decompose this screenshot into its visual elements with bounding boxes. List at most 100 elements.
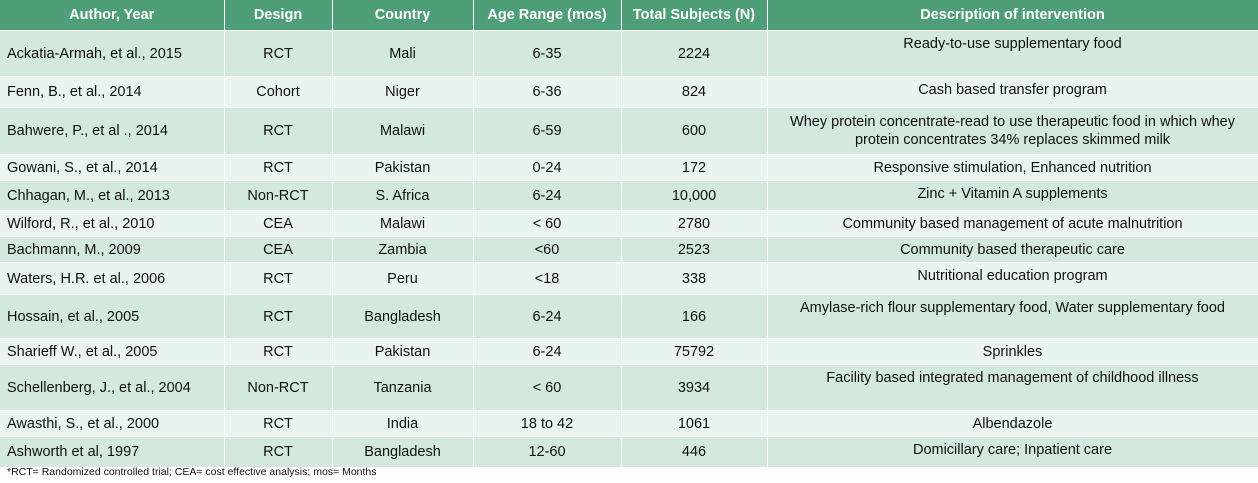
header-country: Country	[332, 0, 474, 31]
cell-author: Sharieff W., et al., 2005	[0, 338, 225, 365]
table-row: Schellenberg, J., et al., 2004 Non-RCT T…	[0, 364, 1258, 411]
cell-description: Zinc + Vitamin A supplements	[767, 180, 1258, 211]
cell-country: Peru	[332, 262, 474, 295]
cell-age: <18	[473, 262, 622, 295]
cell-subjects: 600	[621, 107, 768, 155]
cell-description: Nutritional education program	[767, 262, 1258, 295]
cell-description: Amylase-rich flour supplementary food, W…	[767, 294, 1258, 339]
cell-age: <60	[473, 236, 622, 263]
cell-author: Awasthi, S., et al., 2000	[0, 410, 225, 437]
table-row: Bachmann, M., 2009 CEA Zambia <60 2523 C…	[0, 236, 1258, 263]
cell-country: Bangladesh	[332, 436, 474, 467]
cell-age: 0-24	[473, 154, 622, 181]
cell-author: Ashworth et al, 1997	[0, 436, 225, 467]
cell-author: Wilford, R., et al., 2010	[0, 210, 225, 237]
cell-description: Ready-to-use supplementary food	[767, 30, 1258, 77]
cell-subjects: 338	[621, 262, 768, 295]
cell-description: Facility based integrated management of …	[767, 364, 1258, 411]
cell-author: Bachmann, M., 2009	[0, 236, 225, 263]
cell-design: RCT	[224, 436, 333, 467]
cell-design: RCT	[224, 30, 333, 77]
cell-age: < 60	[473, 364, 622, 411]
table-row: Fenn, B., et al., 2014 Cohort Niger 6-36…	[0, 76, 1258, 108]
cell-description: Whey protein concentrate-read to use the…	[767, 107, 1258, 155]
table-row: Gowani, S., et al., 2014 RCT Pakistan 0-…	[0, 154, 1258, 181]
table-row: Hossain, et al., 2005 RCT Bangladesh 6-2…	[0, 294, 1258, 339]
table-row: Ackatia-Armah, et al., 2015 RCT Mali 6-3…	[0, 30, 1258, 77]
cell-country: Malawi	[332, 107, 474, 155]
cell-author: Ackatia-Armah, et al., 2015	[0, 30, 225, 77]
table-row: Sharieff W., et al., 2005 RCT Pakistan 6…	[0, 338, 1258, 365]
cell-design: RCT	[224, 410, 333, 437]
cell-author: Bahwere, P., et al ., 2014	[0, 107, 225, 155]
header-author-year: Author, Year	[0, 0, 225, 31]
cell-age: < 60	[473, 210, 622, 237]
cell-subjects: 172	[621, 154, 768, 181]
cell-age: 6-59	[473, 107, 622, 155]
header-description: Description of intervention	[767, 0, 1258, 31]
cell-subjects: 824	[621, 76, 768, 108]
cell-description: Community based therapeutic care	[767, 236, 1258, 263]
cell-subjects: 2780	[621, 210, 768, 237]
cell-country: Pakistan	[332, 154, 474, 181]
table-header-row: Author, Year Design Country Age Range (m…	[0, 0, 1258, 31]
cell-description: Responsive stimulation, Enhanced nutriti…	[767, 154, 1258, 181]
cell-subjects: 166	[621, 294, 768, 339]
cell-age: 6-36	[473, 76, 622, 108]
table-row: Ashworth et al, 1997 RCT Bangladesh 12-6…	[0, 436, 1258, 467]
cell-design: RCT	[224, 107, 333, 155]
cell-country: Niger	[332, 76, 474, 108]
cell-country: Tanzania	[332, 364, 474, 411]
table-footnote: *RCT= Randomized controlled trial; CEA= …	[7, 466, 377, 478]
cell-description: Sprinkles	[767, 338, 1258, 365]
cell-age: 6-24	[473, 338, 622, 365]
cell-country: Mali	[332, 30, 474, 77]
cell-country: S. Africa	[332, 180, 474, 211]
cell-age: 18 to 42	[473, 410, 622, 437]
cell-age: 6-24	[473, 180, 622, 211]
cell-country: India	[332, 410, 474, 437]
cell-description: Community based management of acute maln…	[767, 210, 1258, 237]
cell-design: CEA	[224, 210, 333, 237]
table-row: Bahwere, P., et al ., 2014 RCT Malawi 6-…	[0, 107, 1258, 155]
cell-design: Cohort	[224, 76, 333, 108]
cell-country: Pakistan	[332, 338, 474, 365]
cell-author: Schellenberg, J., et al., 2004	[0, 364, 225, 411]
cell-author: Fenn, B., et al., 2014	[0, 76, 225, 108]
cell-description: Albendazole	[767, 410, 1258, 437]
cell-country: Zambia	[332, 236, 474, 263]
cell-design: Non-RCT	[224, 364, 333, 411]
cell-subjects: 3934	[621, 364, 768, 411]
cell-author: Chhagan, M., et al., 2013	[0, 180, 225, 211]
cell-design: RCT	[224, 338, 333, 365]
cell-author: Waters, H.R. et al., 2006	[0, 262, 225, 295]
header-design: Design	[224, 0, 333, 31]
table-row: Awasthi, S., et al., 2000 RCT India 18 t…	[0, 410, 1258, 437]
cell-design: CEA	[224, 236, 333, 263]
cell-subjects: 75792	[621, 338, 768, 365]
cell-design: RCT	[224, 154, 333, 181]
cell-author: Gowani, S., et al., 2014	[0, 154, 225, 181]
cell-design: RCT	[224, 262, 333, 295]
cell-description: Cash based transfer program	[767, 76, 1258, 108]
cell-design: Non-RCT	[224, 180, 333, 211]
cell-subjects: 10,000	[621, 180, 768, 211]
cell-country: Malawi	[332, 210, 474, 237]
cell-country: Bangladesh	[332, 294, 474, 339]
studies-table: Author, Year Design Country Age Range (m…	[0, 0, 1258, 467]
cell-subjects: 446	[621, 436, 768, 467]
cell-age: 6-35	[473, 30, 622, 77]
cell-description: Domicillary care; Inpatient care	[767, 436, 1258, 467]
cell-age: 12-60	[473, 436, 622, 467]
header-age-range: Age Range (mos)	[473, 0, 622, 31]
cell-subjects: 1061	[621, 410, 768, 437]
cell-age: 6-24	[473, 294, 622, 339]
table-row: Chhagan, M., et al., 2013 Non-RCT S. Afr…	[0, 180, 1258, 211]
cell-subjects: 2523	[621, 236, 768, 263]
table-row: Waters, H.R. et al., 2006 RCT Peru <18 3…	[0, 262, 1258, 295]
table-row: Wilford, R., et al., 2010 CEA Malawi < 6…	[0, 210, 1258, 237]
header-total-subjects: Total Subjects (N)	[621, 0, 768, 31]
cell-subjects: 2224	[621, 30, 768, 77]
cell-design: RCT	[224, 294, 333, 339]
